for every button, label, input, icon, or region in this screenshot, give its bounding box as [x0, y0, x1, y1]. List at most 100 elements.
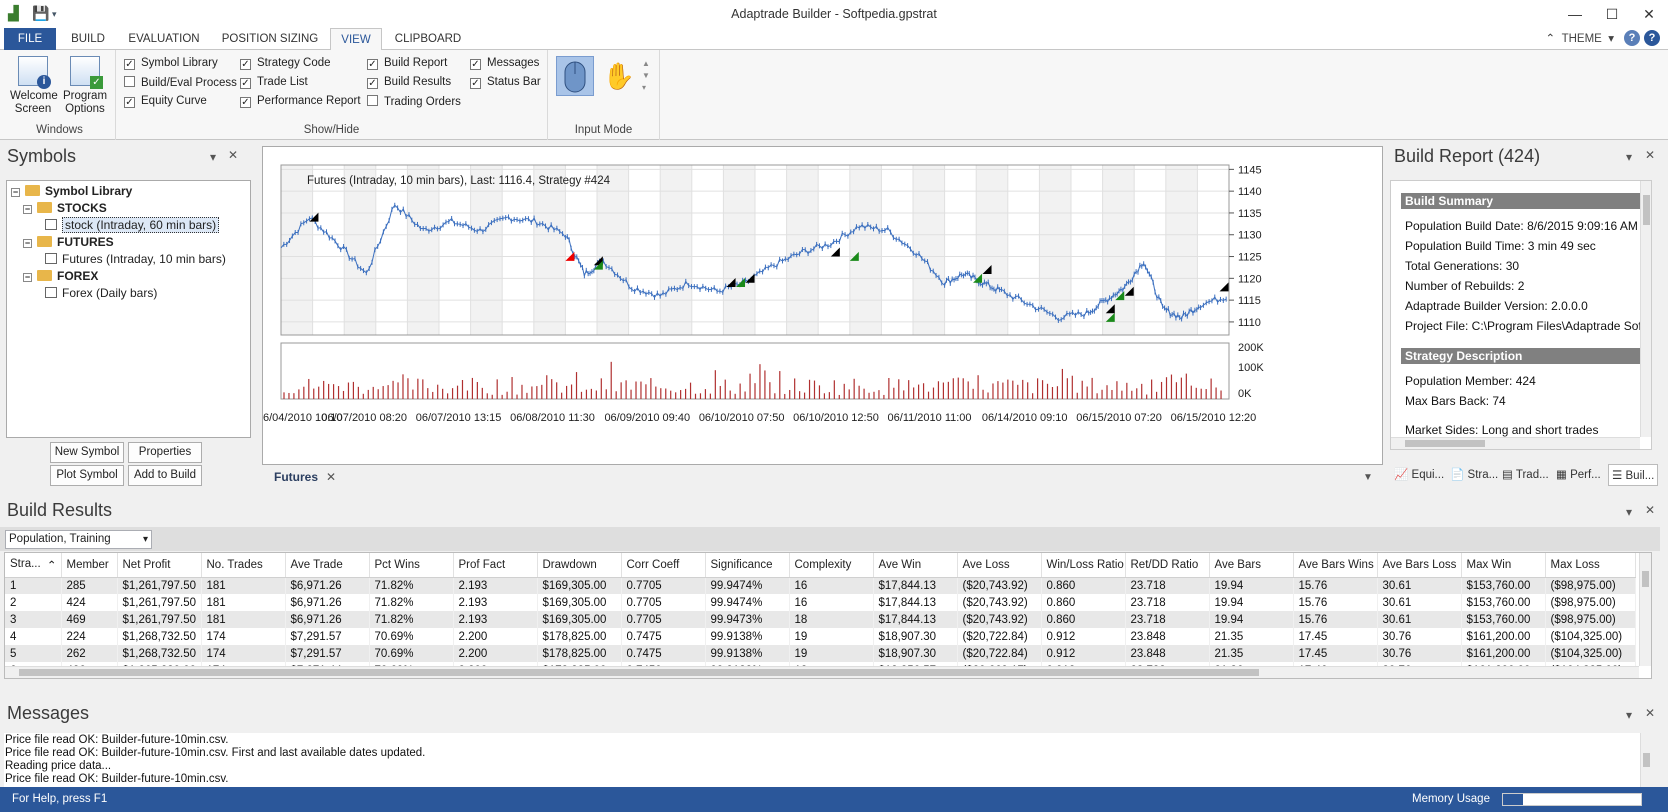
- tree-node-symbol-library[interactable]: − Symbol Library: [11, 183, 132, 200]
- column-header[interactable]: Ave Bars: [1209, 553, 1294, 578]
- table-row[interactable]: 1 285 $1,261,797.50 181 $6,971.26 71.82% 2.193…: [5, 577, 1636, 594]
- checkbox-trade-list[interactable]: ✓ Trade List: [240, 76, 308, 92]
- minimize-icon[interactable]: —: [1568, 6, 1582, 22]
- collapse-icon[interactable]: −: [11, 187, 20, 197]
- gallery-scroll-icon[interactable]: ▲ ▼ ▾: [642, 59, 650, 92]
- plot-symbol-button[interactable]: Plot Symbol: [50, 465, 124, 486]
- population-select[interactable]: Population, Training ▾: [5, 530, 152, 549]
- checkbox-messages[interactable]: ✓ Messages: [470, 57, 539, 73]
- table-row[interactable]: 3 469 $1,261,797.50 181 $6,971.26 71.82% 2.193…: [5, 611, 1636, 628]
- checkbox-strategy-code[interactable]: ✓ Strategy Code: [240, 57, 331, 73]
- collapse-icon[interactable]: −: [23, 204, 32, 214]
- program-options-button[interactable]: ✓ Program Options: [62, 54, 108, 116]
- column-header[interactable]: Corr Coeff: [621, 553, 706, 578]
- column-header[interactable]: Ave Trade: [285, 553, 370, 578]
- column-header[interactable]: Ave Win: [873, 553, 958, 578]
- column-header[interactable]: Ave Bars Loss: [1377, 553, 1462, 578]
- checkbox-build-eval-process[interactable]: Build/Eval Process: [124, 76, 237, 92]
- welcome-screen-button[interactable]: i Welcome Screen: [10, 54, 58, 116]
- tree-item-futures[interactable]: Futures (Intraday, 10 min bars): [45, 251, 226, 268]
- quick-access-dropdown-icon[interactable]: ▾: [52, 9, 57, 19]
- table-row[interactable]: 4 224 $1,268,732.50 174 $7,291.57 70.69% 2.200…: [5, 628, 1636, 645]
- table-row[interactable]: 5 262 $1,268,732.50 174 $7,291.57 70.69% 2.200…: [5, 645, 1636, 662]
- tab-view[interactable]: VIEW: [330, 28, 382, 51]
- checkbox-build-results[interactable]: ✓ Build Results: [367, 76, 451, 92]
- column-header[interactable]: Win/Loss Ratio: [1041, 553, 1126, 578]
- tab-strategy-code[interactable]: 📄 Stra...: [1450, 464, 1498, 486]
- tree-node-forex[interactable]: − FOREX: [23, 268, 98, 285]
- tab-build-report[interactable]: ☰ Buil...: [1608, 464, 1659, 486]
- close-window-icon[interactable]: ✕: [1643, 6, 1655, 22]
- scrollbar-thumb[interactable]: [19, 669, 1259, 676]
- tree-item-stock[interactable]: stock (Intraday, 60 min bars): [45, 217, 220, 234]
- column-header[interactable]: Prof Fact: [453, 553, 538, 578]
- theme-menu[interactable]: ⌃ THEME ▾: [1546, 31, 1614, 45]
- panel-close-icon[interactable]: ✕: [1645, 148, 1656, 162]
- column-header[interactable]: Complexity: [789, 553, 874, 578]
- column-header[interactable]: Significance: [705, 553, 790, 578]
- panel-dropdown-icon[interactable]: ▾: [210, 150, 217, 164]
- checkbox-equity-curve[interactable]: ✓ Equity Curve: [124, 95, 207, 111]
- tree-node-stocks[interactable]: − STOCKS: [23, 200, 107, 217]
- scrollbar-thumb[interactable]: [1643, 753, 1650, 767]
- chart-tab-close-icon[interactable]: ✕: [326, 470, 337, 484]
- tree-node-futures[interactable]: − FUTURES: [23, 234, 114, 251]
- tab-file[interactable]: FILE: [4, 28, 56, 50]
- tab-build[interactable]: BUILD: [71, 33, 105, 45]
- column-header[interactable]: Max Win: [1461, 553, 1546, 578]
- panel-dropdown-icon[interactable]: ▾: [1626, 505, 1633, 519]
- tab-position-sizing[interactable]: POSITION SIZING: [221, 33, 319, 45]
- checkbox-label: Symbol Library: [141, 57, 218, 69]
- column-header[interactable]: Ave Loss: [957, 553, 1042, 578]
- panel-dropdown-icon[interactable]: ▾: [1626, 708, 1633, 722]
- results-horizontal-scrollbar[interactable]: [5, 666, 1639, 678]
- chart-tab-futures[interactable]: Futures ✕: [262, 468, 352, 488]
- help-topics-icon[interactable]: ?: [1624, 30, 1640, 46]
- price-chart[interactable]: 1145 1140 1135 1130 1125 1120 1115 1110 200K 100…: [263, 147, 1382, 464]
- maximize-icon[interactable]: ☐: [1605, 6, 1619, 22]
- collapse-icon[interactable]: −: [23, 272, 32, 282]
- checkbox-status-bar[interactable]: ✓ Status Bar: [470, 76, 541, 92]
- checkbox-symbol-library[interactable]: ✓ Symbol Library: [124, 57, 218, 73]
- column-header[interactable]: Drawdown: [537, 553, 622, 578]
- checkbox-trading-orders[interactable]: Trading Orders: [367, 95, 461, 111]
- scrollbar-thumb[interactable]: [1642, 571, 1649, 587]
- column-header[interactable]: Pct Wins: [369, 553, 454, 578]
- column-header[interactable]: Max Loss: [1545, 553, 1636, 578]
- report-vertical-scrollbar[interactable]: [1640, 181, 1651, 437]
- help-icon[interactable]: ?: [1644, 30, 1660, 46]
- panel-close-icon[interactable]: ✕: [228, 148, 239, 162]
- tab-evaluation[interactable]: EVALUATION: [128, 33, 200, 45]
- chart-tabs-dropdown-icon[interactable]: ▼: [1363, 472, 1373, 483]
- column-header[interactable]: Net Profit: [117, 553, 202, 578]
- properties-button[interactable]: Properties: [128, 442, 202, 463]
- column-header[interactable]: Ave Bars Wins: [1293, 553, 1378, 578]
- column-header[interactable]: Stra... ⌃: [5, 553, 62, 578]
- panel-close-icon[interactable]: ✕: [1645, 503, 1656, 517]
- touch-mode-icon[interactable]: ✋: [602, 61, 636, 91]
- tab-clipboard[interactable]: CLIPBOARD: [394, 33, 462, 45]
- scrollbar-thumb[interactable]: [1643, 195, 1650, 225]
- tree-item-forex[interactable]: Forex (Daily bars): [45, 285, 157, 302]
- new-symbol-button[interactable]: New Symbol: [50, 442, 124, 463]
- tab-trade-list[interactable]: ▤ Trad...: [1502, 464, 1549, 486]
- scrollbar-thumb[interactable]: [1405, 440, 1485, 447]
- checkbox-build-report[interactable]: ✓ Build Report: [367, 57, 447, 73]
- checkbox-performance-report[interactable]: ✓ Performance Report: [240, 95, 361, 111]
- table-row[interactable]: 2 424 $1,261,797.50 181 $6,971.26 71.82% 2.193…: [5, 594, 1636, 611]
- results-vertical-scrollbar[interactable]: [1639, 553, 1651, 666]
- save-icon[interactable]: 💾: [32, 5, 50, 21]
- column-header[interactable]: Ret/DD Ratio: [1125, 553, 1210, 578]
- collapse-icon[interactable]: −: [23, 238, 32, 248]
- price-chart-panel[interactable]: 1145 1140 1135 1130 1125 1120 1115 1110 200K 100…: [262, 146, 1383, 465]
- panel-close-icon[interactable]: ✕: [1645, 706, 1656, 720]
- mouse-mode-button[interactable]: [556, 56, 594, 96]
- tab-equity-curve[interactable]: 📈 Equi...: [1394, 464, 1444, 486]
- tab-performance-report[interactable]: ▦ Perf...: [1556, 464, 1601, 486]
- report-horizontal-scrollbar[interactable]: [1391, 437, 1640, 449]
- add-to-build-button[interactable]: Add to Build: [128, 465, 202, 486]
- column-header[interactable]: No. Trades: [201, 553, 286, 578]
- panel-dropdown-icon[interactable]: ▾: [1626, 150, 1633, 164]
- messages-scrollbar[interactable]: [1640, 733, 1652, 787]
- column-header[interactable]: Member: [61, 553, 118, 578]
